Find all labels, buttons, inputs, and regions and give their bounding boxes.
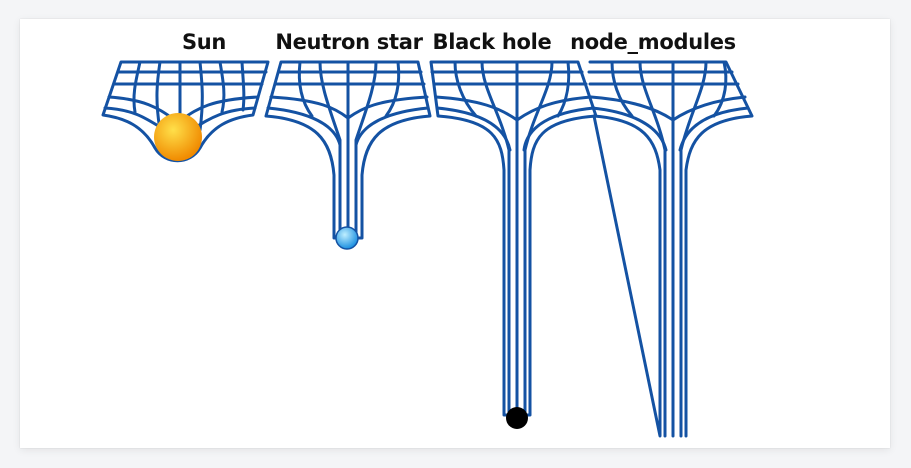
- meme-card: [20, 19, 890, 448]
- node-modules-well: [587, 60, 754, 438]
- black-hole-well: [429, 60, 598, 417]
- black-hole-icon: [506, 407, 528, 429]
- label-black-hole: Black hole: [432, 30, 552, 54]
- neutron-star-icon: [335, 226, 359, 250]
- label-sun: Sun: [181, 30, 227, 54]
- label-node-modules: node_modules: [570, 30, 736, 54]
- sun-icon: [154, 113, 202, 161]
- label-neutron-star: Neutron star: [275, 30, 423, 54]
- neutron-star-well: [264, 60, 432, 240]
